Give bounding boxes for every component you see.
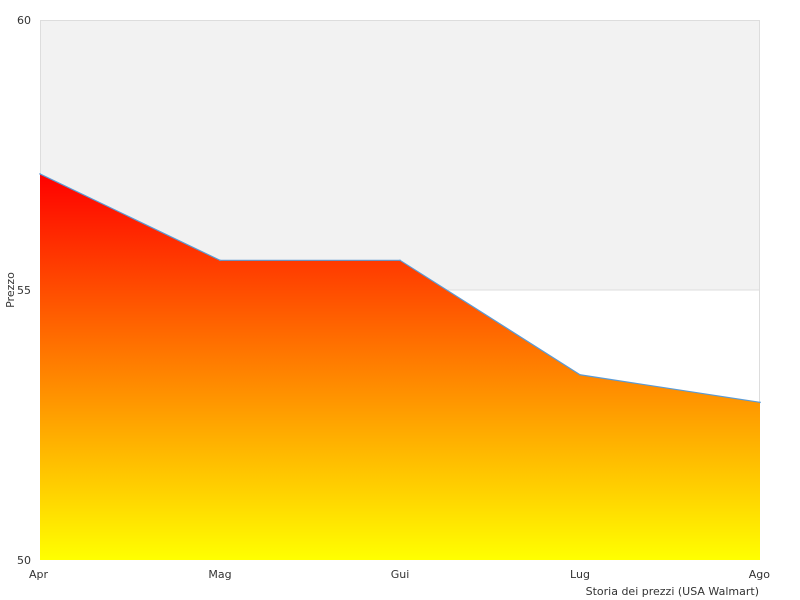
- x-tick-label: Gui: [391, 568, 410, 581]
- data-point: [399, 259, 401, 262]
- data-point: [579, 373, 581, 376]
- y-tick-label: 55: [17, 284, 31, 297]
- data-point: [759, 401, 761, 404]
- y-axis-title: Prezzo: [4, 272, 17, 308]
- y-tick-label: 60: [17, 14, 31, 27]
- price-area: [39, 173, 761, 560]
- x-axis-title: Storia dei prezzi (USA Walmart): [586, 585, 759, 598]
- x-axis-ticks: Apr Mag Gui Lug Ago: [29, 568, 770, 581]
- x-tick-label: Lug: [570, 568, 590, 581]
- y-axis-ticks: 50 55 60: [17, 14, 31, 567]
- x-tick-label: Mag: [208, 568, 231, 581]
- area-fill: [40, 173, 760, 560]
- data-point: [39, 173, 41, 175]
- x-tick-label: Ago: [749, 568, 771, 581]
- data-point: [219, 259, 221, 262]
- x-tick-label: Apr: [29, 568, 49, 581]
- y-tick-label: 50: [17, 554, 31, 567]
